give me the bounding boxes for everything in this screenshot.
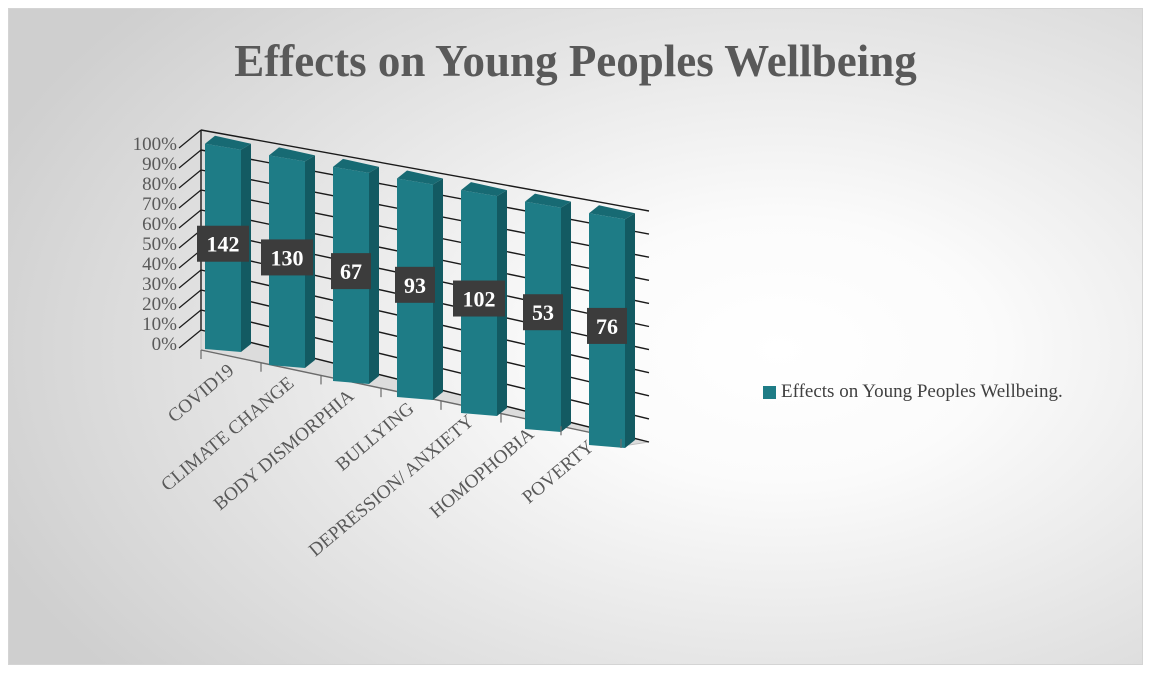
data-label-box — [523, 294, 563, 331]
bar-top — [461, 182, 507, 197]
chart-area: Effects on Young Peoples Wellbeing 0% 10%… — [8, 8, 1143, 665]
bar-side — [561, 201, 571, 432]
side-wall-line — [178, 309, 202, 329]
y-tick-label: 50% — [142, 234, 177, 255]
x-tick-label: BODY DISMORPHIA — [210, 385, 359, 514]
y-tick-label: 70% — [142, 194, 177, 215]
bar-side — [625, 213, 635, 448]
side-wall-line — [178, 289, 202, 309]
side-wall-line — [178, 329, 202, 349]
side-wall-line — [178, 189, 202, 209]
x-tick-label: CLIMATE CHANGE — [157, 373, 298, 496]
data-label: 102 — [463, 287, 496, 312]
bar-top — [397, 170, 443, 185]
data-label-box — [197, 225, 249, 262]
data-label: 93 — [404, 273, 426, 298]
data-label-box — [453, 280, 505, 317]
data-label-box — [261, 239, 313, 276]
y-tick-label: 0% — [152, 334, 178, 355]
bar-top — [589, 205, 635, 220]
legend: Effects on Young Peoples Wellbeing. — [763, 381, 1063, 403]
bar-top — [333, 158, 379, 173]
y-tick-label: 20% — [142, 294, 177, 315]
y-tick-label: 30% — [142, 274, 177, 295]
data-label: 76 — [596, 314, 618, 339]
gridline — [200, 129, 650, 212]
data-label: 142 — [207, 232, 240, 257]
bar-side — [369, 166, 379, 384]
data-label-box — [587, 307, 627, 344]
side-wall-line — [178, 149, 202, 169]
plot-area: 0%10%20%30%40%50%60%70%80%90%100% 142 COVI… — [133, 129, 650, 561]
y-tick-label: 90% — [142, 154, 177, 175]
y-tick-label: 40% — [142, 254, 177, 275]
y-tick-label: 100% — [133, 134, 178, 155]
y-tick-label: 60% — [142, 214, 177, 235]
legend-swatch — [763, 385, 776, 399]
side-wall-line — [178, 129, 202, 149]
bar-top — [269, 147, 315, 162]
side-wall-line — [178, 209, 202, 229]
bar-side — [433, 178, 443, 400]
chart-title: Effects on Young Peoples Wellbeing — [234, 36, 917, 86]
y-tick-label: 80% — [142, 174, 177, 195]
side-wall-line — [178, 169, 202, 189]
data-label: 130 — [271, 245, 304, 270]
bar-top — [525, 193, 571, 208]
x-tick-label: POVERTY — [518, 436, 598, 508]
data-label: 67 — [340, 259, 362, 284]
data-label-box — [331, 253, 371, 290]
data-label-box — [395, 266, 435, 303]
y-tick-label: 10% — [142, 314, 177, 335]
bar-top — [205, 135, 251, 150]
data-label: 53 — [532, 300, 554, 325]
side-wall-line — [178, 269, 202, 289]
legend-label: Effects on Young Peoples Wellbeing. — [781, 381, 1063, 402]
x-tick-label: COVID19 — [164, 360, 238, 427]
